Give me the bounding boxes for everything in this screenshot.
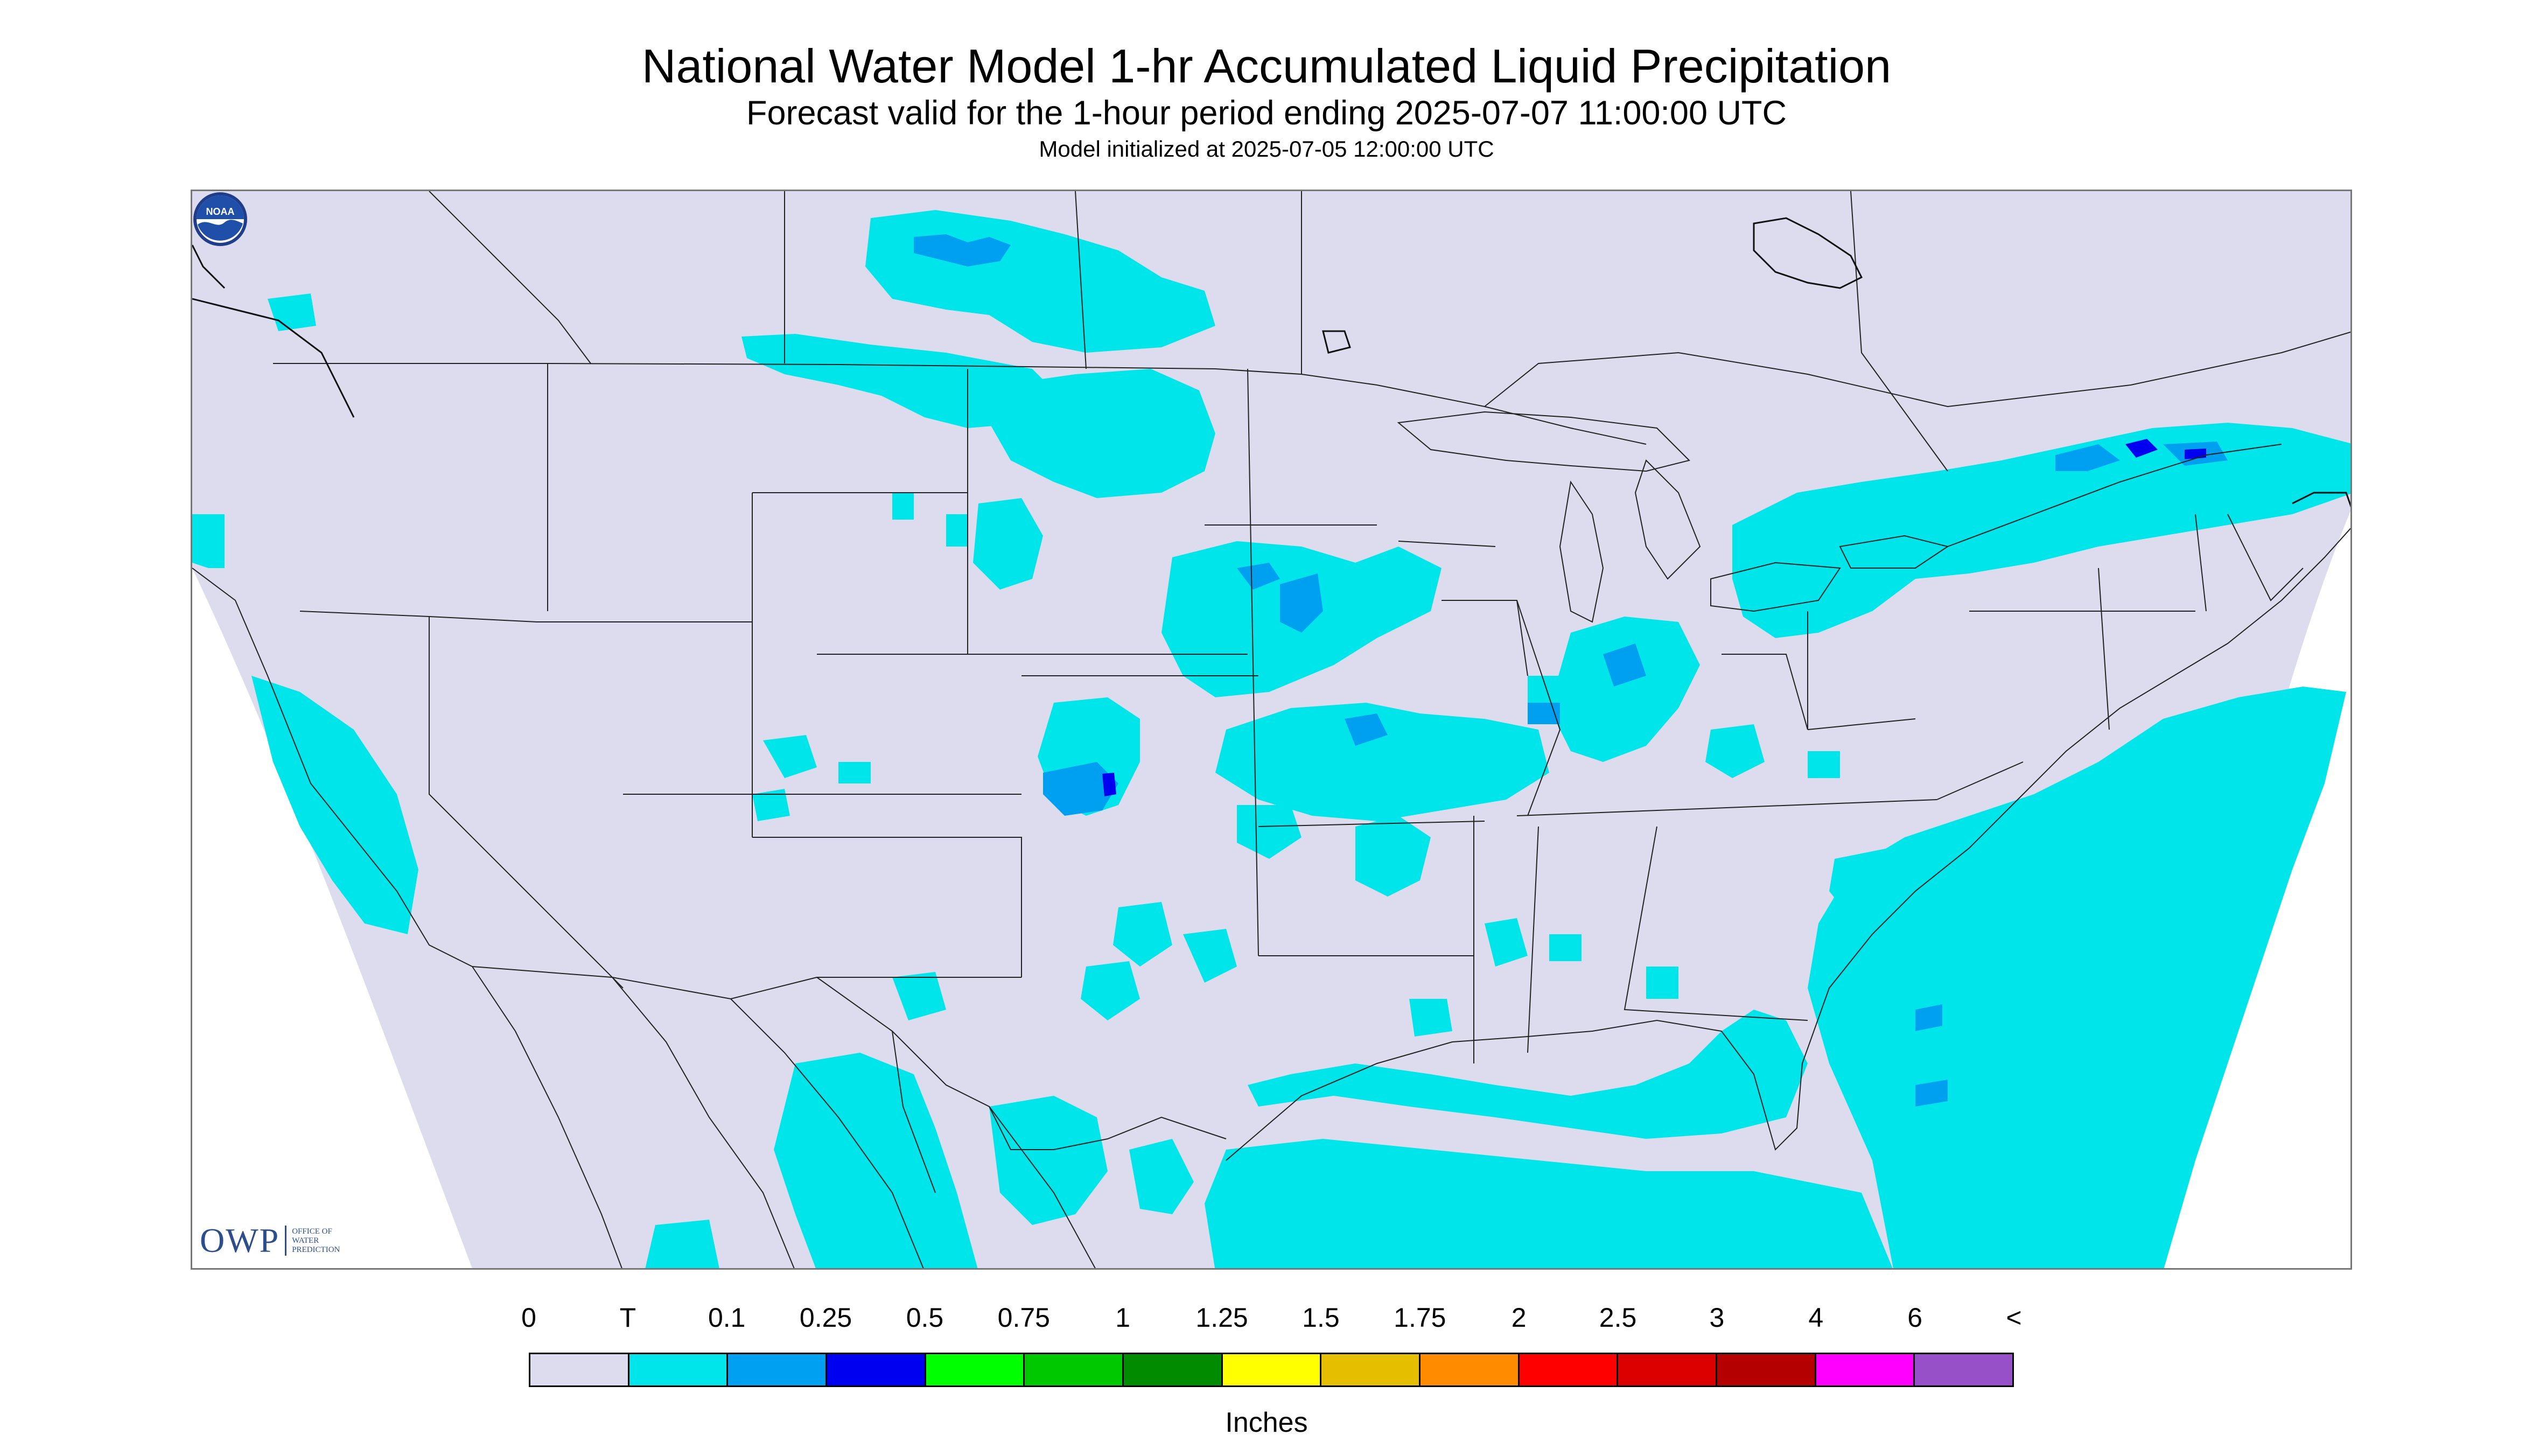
legend-tick-label: 2	[1511, 1303, 1527, 1333]
legend-swatch	[1124, 1354, 1223, 1385]
precip-blue-areas	[1102, 439, 2206, 796]
legend-tick-label: 1.5	[1302, 1303, 1340, 1333]
legend-tick-label: 1.75	[1394, 1303, 1446, 1333]
owp-logo-full-name: OFFICE OF WATER PREDICTION	[292, 1227, 340, 1254]
legend-swatch	[1717, 1354, 1816, 1385]
legend-tick-label: 1.25	[1195, 1303, 1248, 1333]
legend-swatch	[1025, 1354, 1124, 1385]
legend-swatch	[1816, 1354, 1915, 1385]
precipitation-map: OWP OFFICE OF WATER PREDICTION NOAA	[191, 190, 2352, 1270]
precip-trace-areas	[192, 210, 2350, 1268]
legend-tick-labels: 0 T 0.1 0.25 0.5 0.75 1 1.25 1.5 1.75 2 2.5 3 4 6 <	[0, 1302, 2533, 1340]
noaa-logo: NOAA	[193, 192, 247, 246]
owp-logo: OWP OFFICE OF WATER PREDICTION	[200, 1221, 356, 1261]
legend-swatch	[1421, 1354, 1520, 1385]
map-canvas	[192, 191, 2350, 1268]
legend-tick-label: 0	[521, 1303, 536, 1333]
map-title: National Water Model 1-hr Accumulated Li…	[641, 39, 1892, 93]
legend-swatch	[728, 1354, 828, 1385]
legend-tick-label: 6	[1907, 1303, 1923, 1333]
precip-light-blue-areas	[914, 234, 2228, 1107]
noaa-logo-text: NOAA	[206, 206, 235, 217]
legend-tick-label: 4	[1808, 1303, 1824, 1333]
legend-tick-label: 1	[1115, 1303, 1131, 1333]
legend-tick-label: 3	[1709, 1303, 1725, 1333]
legend-swatch	[1519, 1354, 1619, 1385]
owp-logo-abbr: OWP	[200, 1221, 280, 1259]
legend-swatch	[1618, 1354, 1718, 1385]
legend-swatch	[1915, 1354, 2013, 1385]
legend-tick-label: 2.5	[1599, 1303, 1637, 1333]
map-subtitle: Forecast valid for the 1-hour period end…	[746, 94, 1787, 132]
legend-swatch	[827, 1354, 926, 1385]
political-boundaries	[192, 191, 2350, 1268]
owp-logo-divider	[285, 1226, 287, 1256]
legend-swatch	[1222, 1354, 1322, 1385]
legend-units: Inches	[1225, 1407, 1308, 1438]
legend-swatch	[926, 1354, 1025, 1385]
legend-swatch	[629, 1354, 729, 1385]
precipitation-legend	[529, 1353, 2014, 1387]
legend-tick-label: T	[619, 1303, 636, 1333]
legend-tick-label: 0.75	[997, 1303, 1050, 1333]
legend-swatch	[1321, 1354, 1421, 1385]
legend-tick-label: 0.1	[708, 1303, 746, 1333]
model-init-line: Model initialized at 2025-07-05 12:00:00…	[1039, 136, 1494, 162]
legend-tick-label: 0.5	[906, 1303, 944, 1333]
legend-tick-label: 0.25	[799, 1303, 852, 1333]
legend-tick-label: <	[2006, 1303, 2022, 1333]
coastline-detail	[192, 217, 2350, 508]
legend-swatch	[530, 1354, 629, 1385]
